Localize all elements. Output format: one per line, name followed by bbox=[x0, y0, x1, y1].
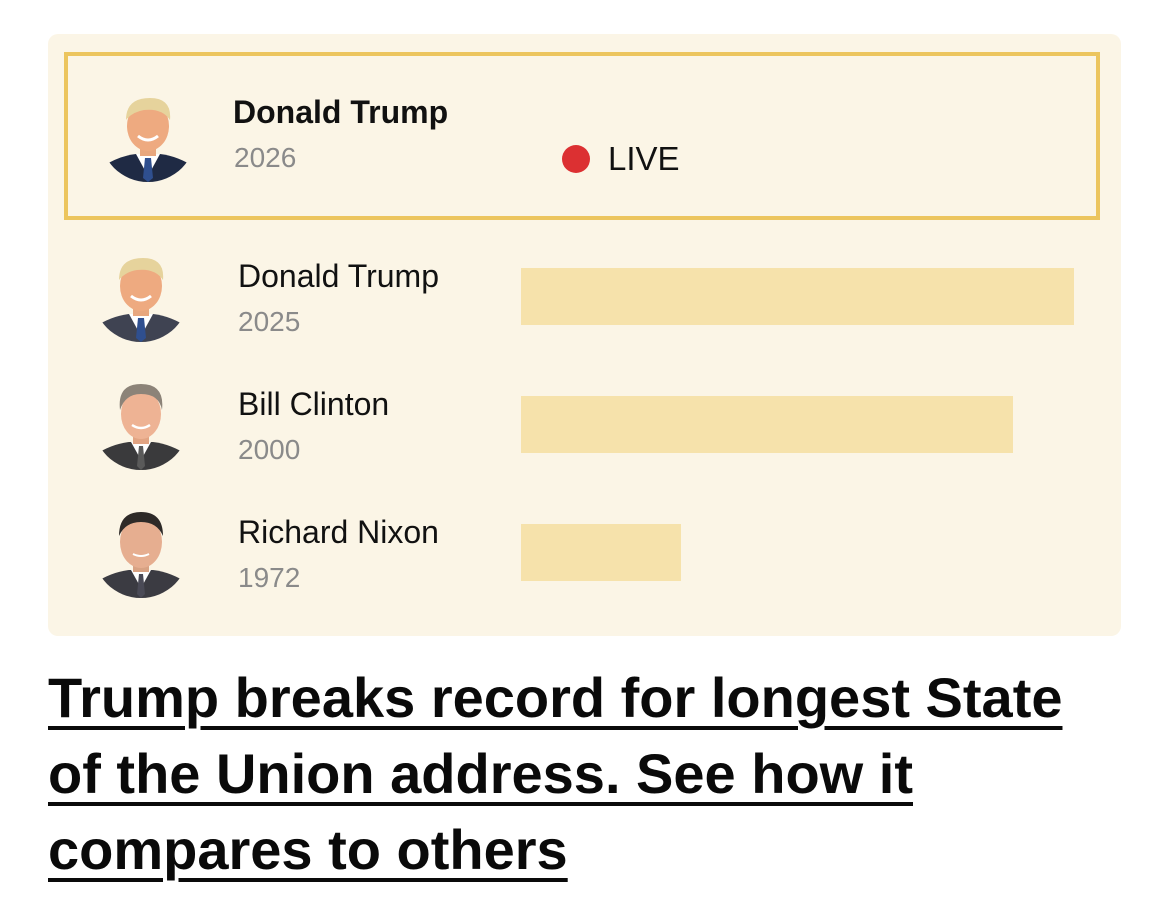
row-year: 2000 bbox=[238, 434, 301, 465]
live-year: 2026 bbox=[234, 142, 297, 173]
bar-nixon-1972 bbox=[521, 524, 681, 581]
row-name: Bill Clinton bbox=[238, 386, 390, 422]
bar-clinton-2000 bbox=[521, 396, 1013, 453]
portrait-clinton-icon bbox=[93, 374, 189, 470]
headline: Trump breaks record for longest State of… bbox=[48, 660, 1128, 888]
speech-length-chart: Donald Trump 2026 LIVE Donald Trump 2025 bbox=[48, 34, 1121, 636]
portrait-trump-live-icon bbox=[100, 86, 196, 182]
live-row: Donald Trump 2026 LIVE bbox=[64, 52, 1100, 220]
portrait-nixon-icon bbox=[93, 502, 189, 598]
live-dot-icon bbox=[562, 145, 590, 173]
live-indicator: LIVE bbox=[562, 140, 680, 178]
row-name: Richard Nixon bbox=[238, 514, 439, 550]
row-year: 1972 bbox=[238, 562, 301, 593]
headline-link[interactable]: Trump breaks record for longest State of… bbox=[48, 666, 1063, 881]
row-name: Donald Trump bbox=[238, 258, 439, 294]
live-label: LIVE bbox=[608, 140, 680, 177]
row-year: 2025 bbox=[238, 306, 301, 337]
bar-trump-2025 bbox=[521, 268, 1074, 325]
live-name: Donald Trump bbox=[233, 94, 449, 130]
portrait-trump-icon bbox=[93, 246, 189, 342]
